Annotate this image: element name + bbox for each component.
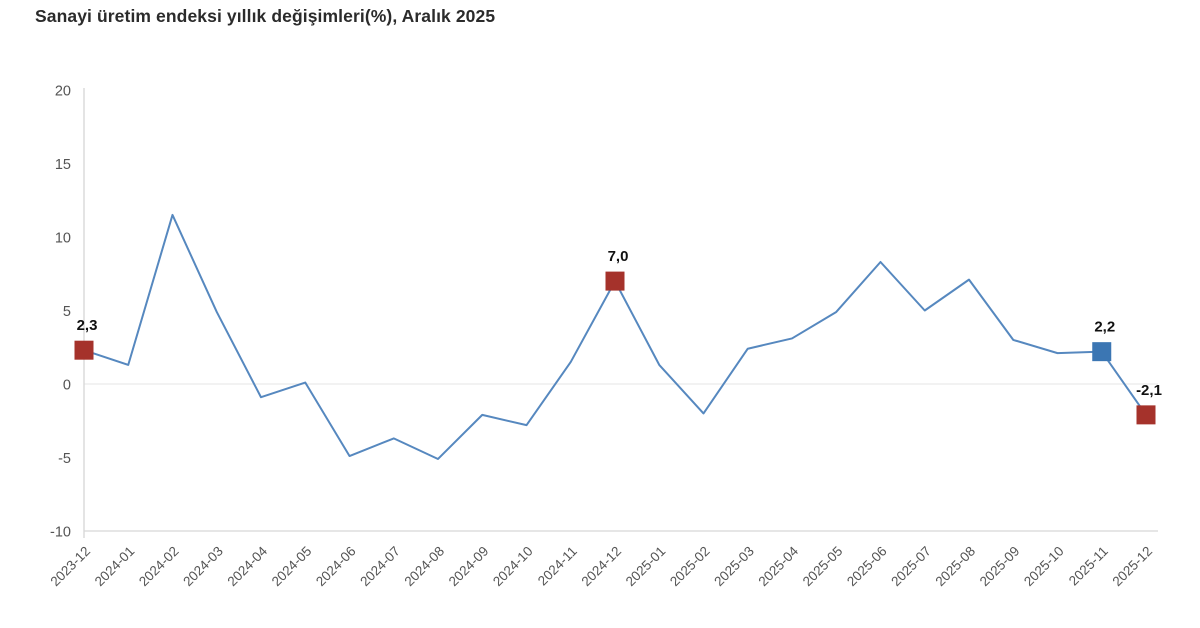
x-tick-label: 2024-04 (224, 543, 270, 589)
y-tick-label: 15 (55, 157, 71, 173)
highlight-marker (605, 271, 625, 291)
x-tick-label: 2025-03 (711, 544, 757, 590)
highlight-marker (1092, 342, 1112, 362)
y-tick-label: 10 (55, 231, 71, 247)
x-tick-label: 2025-10 (1021, 544, 1067, 590)
x-tick-label: 2024-05 (269, 544, 315, 590)
x-tick-label: 2023-12 (47, 544, 93, 590)
y-tick-label: -5 (58, 451, 71, 467)
x-tick-label: 2025-07 (888, 544, 934, 590)
highlight-marker (1136, 405, 1156, 425)
y-tick-label: 20 (55, 84, 71, 100)
x-tick-label: 2025-05 (800, 544, 846, 590)
x-tick-label: 2025-08 (932, 544, 978, 590)
x-tick-label: 2024-09 (446, 544, 492, 590)
x-tick-label: 2025-06 (844, 544, 890, 590)
x-tick-label: 2024-08 (401, 544, 447, 590)
x-tick-label: 2024-03 (180, 544, 226, 590)
x-tick-label: 2024-12 (578, 544, 624, 590)
x-tick-label: 2024-06 (313, 544, 359, 590)
y-tick-label: -10 (50, 525, 71, 541)
y-tick-label: 0 (63, 378, 71, 394)
chart-title: Sanayi üretim endeksi yıllık değişimleri… (35, 6, 496, 26)
point-value-label: 7,0 (608, 248, 629, 265)
x-tick-label: 2024-02 (136, 544, 182, 590)
x-tick-label: 2024-10 (490, 544, 536, 590)
point-value-label: 2,2 (1094, 319, 1115, 336)
x-tick-label: 2024-07 (357, 544, 403, 590)
x-tick-label: 2025-11 (1066, 544, 1111, 589)
x-tick-label: 2025-09 (977, 544, 1023, 590)
x-tick-label: 2024-11 (535, 544, 580, 589)
point-value-label: -2,1 (1136, 382, 1162, 399)
x-tick-label: 2025-04 (755, 543, 801, 589)
point-value-label: 2,3 (77, 317, 98, 334)
y-tick-label: 5 (63, 304, 71, 320)
x-tick-label: 2025-02 (667, 544, 713, 590)
x-tick-label: 2024-01 (92, 544, 138, 590)
x-tick-label: 2025-01 (623, 544, 669, 590)
highlight-marker (74, 340, 94, 360)
x-tick-label: 2025-12 (1109, 544, 1155, 590)
